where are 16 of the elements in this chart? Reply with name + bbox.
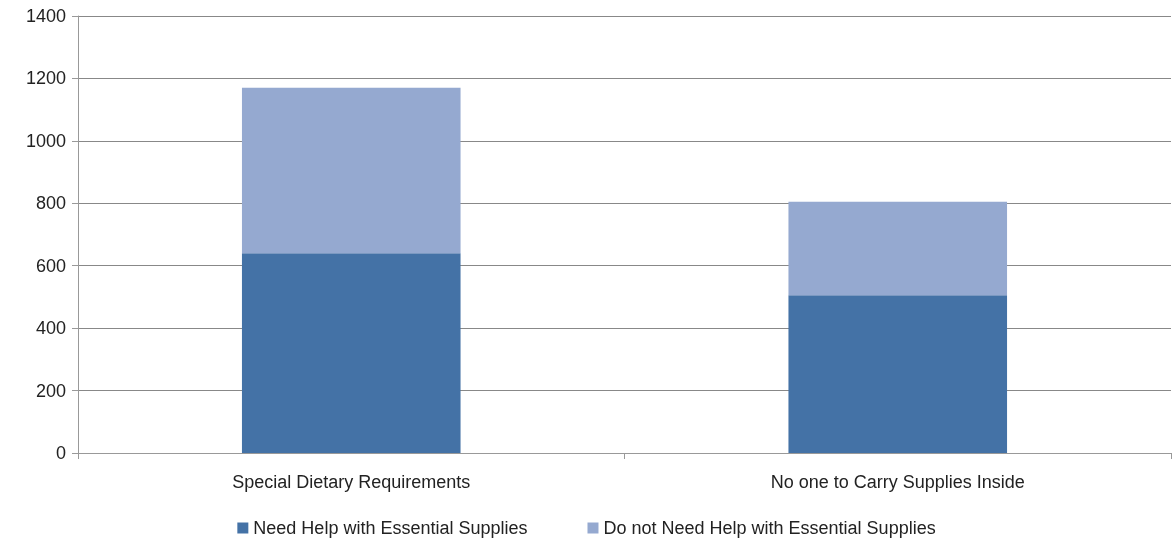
y-tick-label: 800: [35, 193, 66, 214]
bar: [241, 87, 461, 254]
x-tick-label: Special Dietary Requirements: [232, 472, 471, 492]
bar: [788, 295, 1008, 453]
legend-label: Need Help with Essential Supplies: [253, 518, 528, 538]
y-tick-label: 1400: [25, 6, 66, 26]
y-tick-label: 1200: [25, 68, 66, 89]
bar: [241, 253, 461, 453]
legend-label: Do not Need Help with Essential Supplies: [603, 518, 936, 538]
bar: [788, 201, 1008, 296]
y-tick-label: 0: [55, 443, 66, 463]
y-tick-label: 400: [35, 318, 66, 339]
y-tick-label: 600: [35, 255, 66, 276]
x-tick-label: No one to Carry Supplies Inside: [770, 472, 1025, 492]
y-tick-label: 1000: [25, 130, 66, 151]
y-tick-label: 200: [35, 380, 66, 401]
